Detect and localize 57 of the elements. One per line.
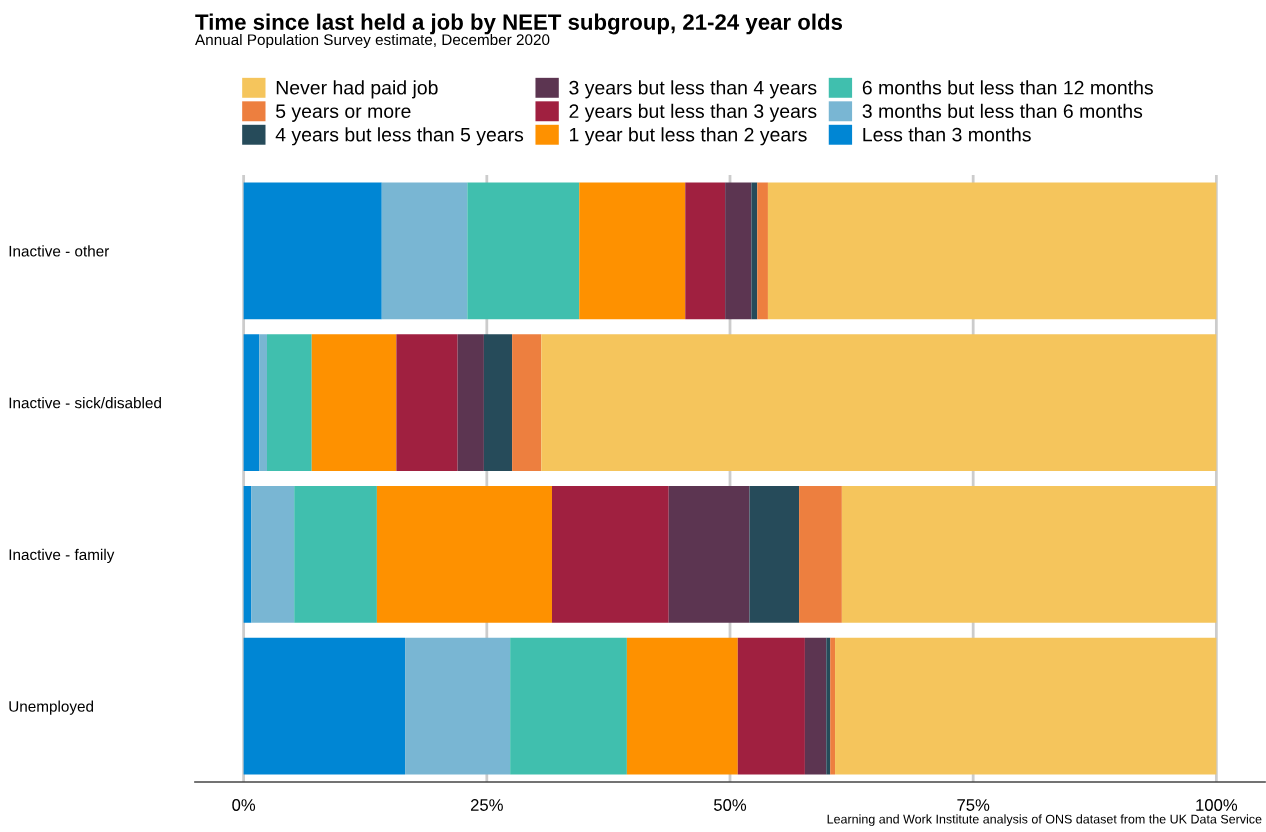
x-tick-label: 75%: [957, 799, 990, 811]
bar: [551, 486, 669, 623]
bar: [804, 637, 827, 775]
bar: [243, 637, 406, 775]
bar: [751, 182, 758, 320]
legend-label: 1 year but less than 2 years: [570, 127, 807, 146]
bar: [737, 637, 805, 775]
bar: [668, 486, 750, 623]
bar: [483, 334, 513, 471]
legend-label: 6 months but less than 12 months: [862, 80, 1153, 95]
bar: [749, 486, 800, 623]
bar: [243, 486, 252, 623]
bar: [259, 334, 267, 471]
legend-label: 5 years or more: [276, 104, 411, 122]
legend-label: 4 years but less than 5 years: [275, 127, 524, 146]
y-tick-label: Unemployed: [9, 700, 94, 715]
bar: [835, 637, 1217, 775]
bar: [251, 486, 295, 623]
x-tick-label: 25%: [470, 799, 503, 811]
bar: [405, 637, 511, 775]
bar: [725, 182, 752, 320]
chart-title: Time since last held a job by NEET subgroup, 21-24 year olds: [195, 13, 843, 35]
bar: [757, 182, 768, 320]
bar: [830, 637, 836, 775]
bar: [767, 182, 1217, 320]
bar: [311, 334, 397, 471]
bar: [626, 637, 738, 775]
bar: [294, 486, 377, 623]
bar: [799, 486, 842, 623]
y-tick-label: Inactive - family: [9, 548, 115, 564]
x-tick-label: 0%: [232, 799, 256, 811]
bar: [541, 334, 1217, 471]
bar: [841, 486, 1217, 623]
bar: [512, 334, 542, 471]
bar: [266, 334, 312, 471]
bar: [243, 182, 382, 320]
legend-label: 3 years but less than 4 years: [569, 80, 817, 99]
bar: [396, 334, 458, 471]
bar: [381, 182, 468, 320]
legend-label: Never had paid job: [276, 80, 438, 99]
bar: [376, 486, 552, 623]
y-tick-label: Inactive - sick/disabled: [9, 397, 161, 409]
bar: [579, 182, 686, 320]
legend-label: 2 years but less than 3 years: [569, 103, 817, 122]
bar: [826, 637, 831, 775]
bar: [243, 334, 260, 471]
text: Learning and Work Institute analysis of ONS dataset from the UK Data Service: [827, 814, 1262, 826]
y-tick-label: Inactive - other: [9, 245, 110, 257]
chart-subtitle: Annual Population Survey estimate, December 2020: [195, 33, 550, 49]
legend-label: 3 months but less than 6 months: [862, 103, 1143, 119]
x-tick-label: 50%: [713, 799, 747, 811]
x-tick-label: 100%: [1196, 799, 1238, 811]
legend-label: Less than 3 months: [863, 127, 1031, 142]
bar: [467, 182, 580, 320]
bar: [510, 637, 627, 775]
bar: [685, 182, 726, 320]
bar: [457, 334, 484, 471]
